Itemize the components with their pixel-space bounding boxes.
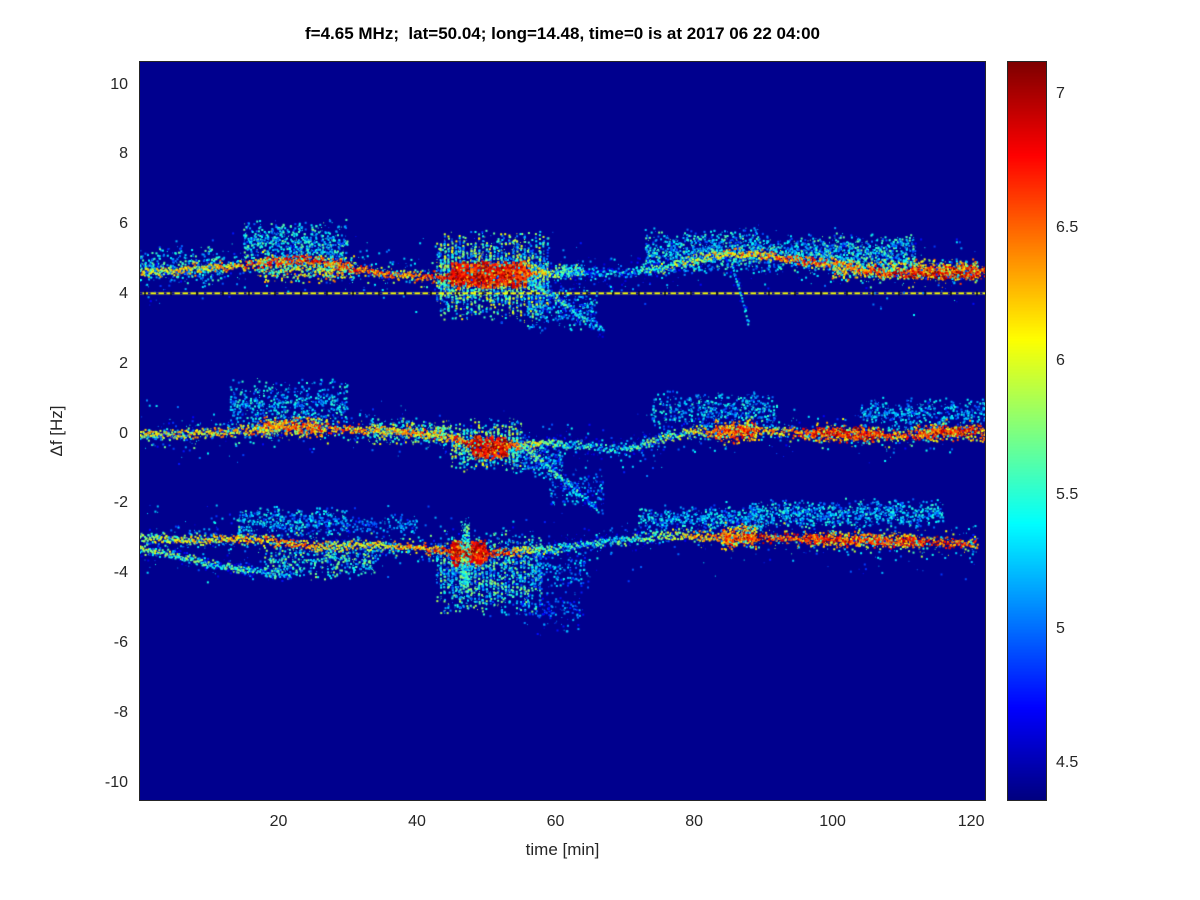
y-tick-label: -2 [113, 494, 128, 512]
y-tick-label: 10 [110, 75, 128, 93]
x-tick-label: 80 [685, 813, 703, 830]
x-tick-label: 60 [546, 813, 565, 830]
x-tick-label: 40 [408, 813, 426, 830]
y-axis-label: Δf [Hz] [47, 405, 66, 457]
y-tick-label: -8 [113, 703, 128, 721]
x-tick-label: 20 [269, 813, 288, 830]
colorbar-tick-label: 5 [1056, 619, 1065, 637]
x-tick-label: 120 [957, 813, 985, 830]
y-tick-label: 8 [119, 145, 128, 163]
y-tick-label: -6 [113, 633, 128, 651]
y-tick-label: -10 [104, 773, 128, 791]
y-tick-label: 2 [119, 354, 128, 372]
y-tick-label: 6 [119, 215, 128, 233]
colorbar-tick-label: 7 [1056, 85, 1065, 103]
colorbar-tick-label: 6.5 [1056, 218, 1079, 236]
colorbar [1007, 61, 1047, 801]
y-tick-label: 0 [119, 424, 128, 442]
y-tick-label: 4 [119, 285, 128, 303]
colorbar-tick-label: 6 [1056, 352, 1065, 370]
y-tick-label: -4 [113, 564, 128, 582]
heatmap-plot [139, 61, 986, 801]
colorbar-tick-label: 4.5 [1056, 753, 1079, 771]
colorbar-tick-label: 5.5 [1056, 486, 1079, 504]
x-tick-label: 100 [819, 813, 846, 830]
chart-title: f=4.65 MHz; lat=50.04; long=14.48, time=… [304, 24, 820, 43]
x-axis-label: time [min] [525, 840, 600, 859]
